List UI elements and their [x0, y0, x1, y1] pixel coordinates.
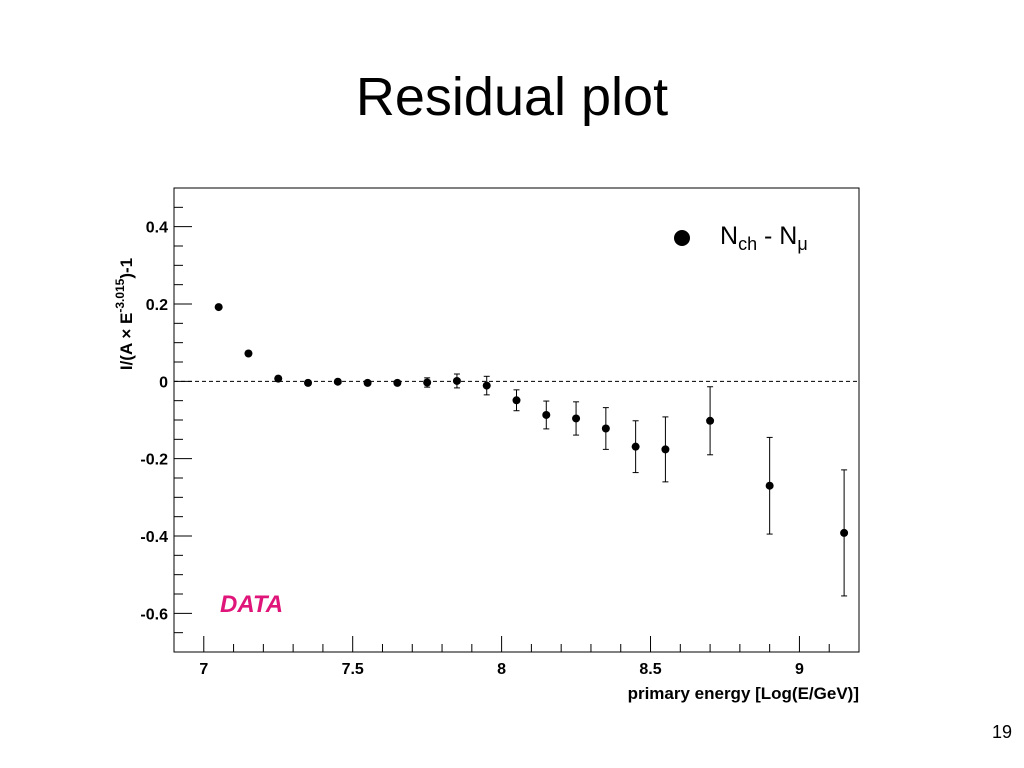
- data-point: [631, 420, 640, 474]
- y-axis-title-base: I/(A × E: [117, 313, 136, 370]
- data-point-marker: [661, 445, 670, 454]
- x-tick-label: 8: [497, 661, 506, 678]
- data-point: [482, 375, 491, 396]
- x-axis-ticks: 7 7.5 8 8.5 9: [199, 636, 830, 678]
- data-point: [840, 469, 849, 597]
- y-tick-label: -0.4: [140, 529, 168, 546]
- y-axis-title: I/(A × E-3.015)-1: [113, 258, 136, 370]
- data-point-marker: [631, 442, 640, 451]
- data-point: [333, 377, 342, 386]
- data-point: [572, 401, 581, 436]
- data-point-marker: [274, 374, 283, 383]
- x-tick-label: 7.5: [342, 661, 364, 678]
- data-point-marker: [840, 528, 849, 537]
- data-points: [214, 303, 849, 597]
- data-point: [542, 400, 551, 430]
- data-point-marker: [363, 378, 372, 387]
- legend-main: N: [720, 222, 738, 250]
- data-point: [661, 416, 670, 483]
- page-number: 19: [991, 722, 1012, 742]
- data-point-marker: [482, 381, 491, 390]
- legend-sub1: ch: [738, 234, 757, 254]
- data-point-marker: [244, 349, 253, 358]
- x-axis-title: primary energy [Log(E/GeV)]: [628, 684, 859, 703]
- data-point: [452, 373, 461, 389]
- data-point: [363, 378, 372, 387]
- legend-sub2: μ: [797, 234, 807, 254]
- y-tick-label: 0: [159, 374, 168, 391]
- data-annotation: DATA: [220, 591, 283, 618]
- data-point: [304, 378, 313, 387]
- plot-frame: [173, 187, 860, 653]
- y-axis-ticks: 0.4 0.2 0 -0.2 -0.4 -0.6: [140, 206, 192, 634]
- legend-marker: [674, 230, 690, 246]
- data-point-marker: [423, 378, 432, 387]
- data-point-marker: [572, 414, 581, 423]
- data-point-marker: [452, 376, 461, 385]
- data-point: [765, 436, 774, 535]
- data-point-marker: [706, 416, 715, 425]
- data-point-marker: [512, 396, 521, 405]
- data-point-marker: [304, 378, 313, 387]
- legend-entry-label: Nch - Nμ: [720, 222, 808, 254]
- y-axis-title-superscript: -3.015: [113, 278, 127, 312]
- y-tick-label: -0.2: [140, 452, 168, 469]
- x-tick-label: 8.5: [639, 661, 661, 678]
- legend-mid: - N: [757, 222, 797, 250]
- data-point-marker: [601, 424, 610, 433]
- data-point-marker: [765, 481, 774, 490]
- data-point-marker: [333, 377, 342, 386]
- legend: Nch - Nμ: [674, 222, 808, 254]
- y-tick-label: 0.4: [146, 220, 168, 237]
- data-point: [214, 303, 223, 312]
- data-point-marker: [393, 378, 402, 387]
- x-tick-label: 7: [199, 661, 208, 678]
- slide-title: Residual plot: [355, 67, 669, 127]
- data-point-marker: [214, 303, 223, 312]
- data-point-marker: [542, 410, 551, 419]
- data-point: [244, 349, 253, 358]
- data-point: [274, 374, 283, 383]
- y-tick-label: 0.2: [146, 297, 168, 314]
- data-point: [512, 389, 521, 412]
- data-point: [423, 377, 432, 388]
- y-tick-label: -0.6: [140, 606, 168, 623]
- data-point: [706, 386, 715, 456]
- data-point: [393, 378, 402, 387]
- y-axis-title-tail: )-1: [117, 258, 136, 279]
- data-point: [601, 407, 610, 450]
- x-tick-label: 9: [795, 661, 804, 678]
